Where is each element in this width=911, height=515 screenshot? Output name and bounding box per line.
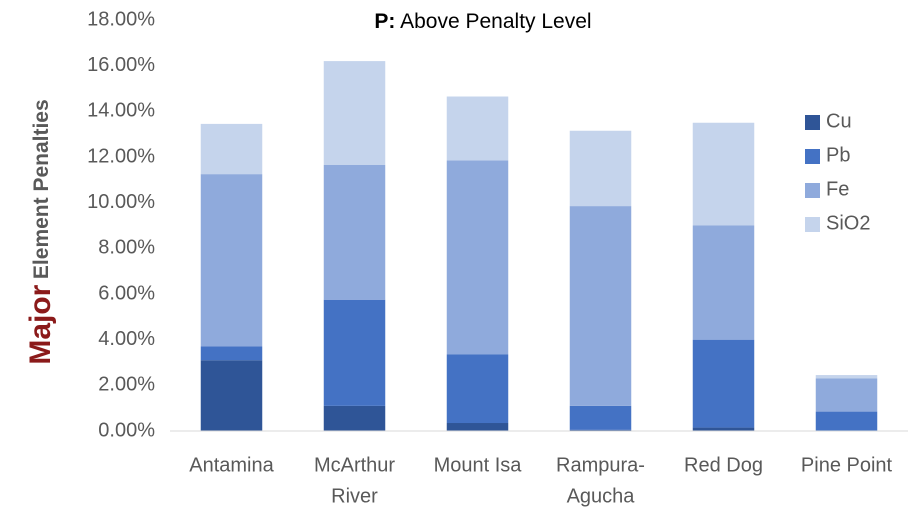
x-tick-label: River	[331, 485, 378, 507]
y-tick-label: 12.00%	[87, 145, 155, 167]
y-tick-label: 18.00%	[87, 8, 155, 30]
x-tick-label: Pine Point	[801, 454, 893, 476]
y-tick-label: 16.00%	[87, 54, 155, 76]
bar-segment	[569, 429, 632, 431]
x-tick-label: Rampura-	[556, 454, 645, 476]
bar-segment	[323, 61, 386, 165]
bar-segment	[323, 299, 386, 406]
bar-segment	[692, 225, 755, 340]
y-tick-label: 8.00%	[98, 237, 155, 259]
title-key: P:	[374, 10, 395, 33]
y-label-major: Major	[24, 284, 57, 364]
bar-segment	[200, 346, 263, 361]
bar-segment	[446, 160, 509, 355]
bar-segment	[446, 96, 509, 161]
bar-segment	[323, 164, 386, 300]
x-tick-label: Mount Isa	[434, 454, 523, 476]
bar-segment	[692, 122, 755, 226]
y-tick-label: 6.00%	[98, 282, 155, 304]
legend-swatch	[805, 115, 820, 130]
x-tick-label: Antamina	[189, 454, 274, 476]
legend-swatch	[805, 183, 820, 198]
bar-segment	[692, 427, 755, 431]
bar-segment	[446, 354, 509, 424]
x-tick-label: McArthur	[314, 454, 395, 476]
y-tick-label: 0.00%	[98, 419, 155, 441]
legend-swatch	[805, 149, 820, 164]
bar-segment	[815, 411, 878, 431]
y-tick-label: 4.00%	[98, 328, 155, 350]
y-label-rest: Element Penalties	[30, 99, 53, 279]
chart-title: P: Above Penalty Level	[374, 10, 591, 33]
x-tick-label: Agucha	[567, 485, 636, 507]
legend-label: Cu	[826, 110, 852, 132]
legend-label: Fe	[826, 178, 849, 200]
bar-segment	[569, 405, 632, 430]
bar-segment	[815, 375, 878, 379]
bar-segment	[692, 339, 755, 428]
y-tick-label: 10.00%	[87, 191, 155, 213]
bar-segment	[569, 206, 632, 406]
bar-segment	[323, 405, 386, 431]
bar-segment	[200, 123, 263, 175]
y-tick-label: 2.00%	[98, 374, 155, 396]
legend-swatch	[805, 217, 820, 232]
legend-label: Pb	[826, 144, 850, 166]
bar-segment	[446, 423, 509, 431]
legend-label: SiO2	[826, 212, 870, 234]
y-tick-label: 14.00%	[87, 100, 155, 122]
bar-segment	[200, 360, 263, 431]
bar-segment	[569, 130, 632, 207]
title-text: Above Penalty Level	[400, 10, 591, 33]
bar-segment	[815, 378, 878, 412]
x-tick-label: Red Dog	[684, 454, 763, 476]
bar-segment	[200, 174, 263, 347]
y-axis-label: Major Element Penalties	[24, 99, 57, 364]
